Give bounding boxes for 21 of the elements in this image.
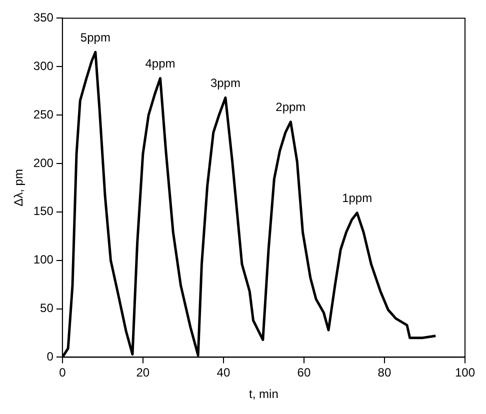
x-tick-label: 20 [136,366,150,380]
x-tick-label: 0 [59,366,66,380]
y-tick-label: 300 [33,58,54,73]
y-tick-label: 50 [40,301,54,316]
annotation: 1ppm [342,191,372,206]
y-axis-title: Δλ, pm [12,169,26,206]
annotation: 3ppm [210,76,240,90]
annotation: 2ppm [276,100,306,114]
y-tick-label: 100 [33,252,54,267]
x-tick-label: 40 [216,366,230,380]
y-tick-label: 200 [33,156,54,170]
x-tick-label: 100 [454,366,476,380]
y-tick-label: 0 [46,350,54,364]
annotation: 4ppm [145,56,176,71]
x-tick-label: 80 [378,366,392,380]
x-tick-label: 60 [297,366,311,380]
y-tick-label: 350 [33,10,54,25]
y-tick-label: 150 [33,204,54,218]
y-tick-label: 250 [33,107,54,122]
x-axis-title: t, min [249,387,278,402]
annotation: 5ppm [80,30,110,44]
